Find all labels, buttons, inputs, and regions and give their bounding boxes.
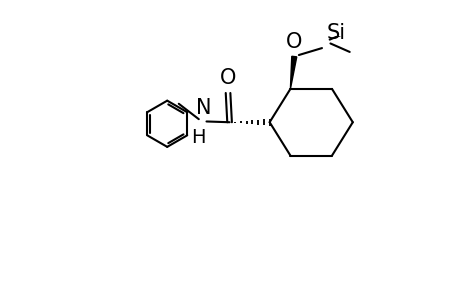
Text: O: O bbox=[285, 32, 302, 52]
Polygon shape bbox=[290, 56, 296, 89]
Text: N: N bbox=[195, 98, 211, 118]
Text: O: O bbox=[219, 68, 236, 88]
Text: Si: Si bbox=[326, 23, 345, 44]
Text: H: H bbox=[190, 128, 205, 147]
